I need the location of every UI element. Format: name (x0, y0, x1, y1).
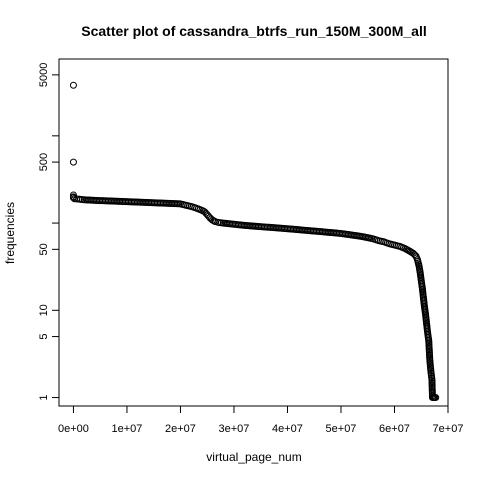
y-tick-label: 10 (38, 304, 50, 316)
x-axis-label: virtual_page_num (206, 450, 301, 464)
y-tick-label: 5 (38, 334, 50, 340)
y-tick-label: 5000 (38, 63, 50, 87)
data-point (432, 394, 440, 402)
x-axis: 0e+00 1e+07 2e+07 3e+07 4e+07 5e+07 6e+07 7e+07 (58, 405, 464, 435)
x-tick-label: 6e+07 (379, 423, 410, 435)
y-axis: 1 5 10 50 500 5000 (38, 63, 60, 401)
y-tick-label: 50 (38, 243, 50, 255)
data-point (69, 158, 77, 166)
y-axis-label: frequencies (3, 202, 17, 264)
x-tick-label: 1e+07 (112, 423, 143, 435)
chart-title: Scatter plot of cassandra_btrfs_run_150M… (81, 23, 426, 39)
y-tick-label: 500 (38, 153, 50, 171)
x-tick-label: 7e+07 (433, 423, 464, 435)
x-tick-label: 2e+07 (165, 423, 196, 435)
plot-frame (58, 58, 449, 407)
x-tick-label: 5e+07 (326, 423, 357, 435)
data-points (69, 81, 440, 402)
x-tick-label: 0e+00 (58, 423, 89, 435)
x-tick-label: 3e+07 (219, 423, 250, 435)
x-tick-label: 4e+07 (272, 423, 303, 435)
y-tick-label: 1 (38, 394, 50, 400)
data-point (69, 81, 77, 89)
